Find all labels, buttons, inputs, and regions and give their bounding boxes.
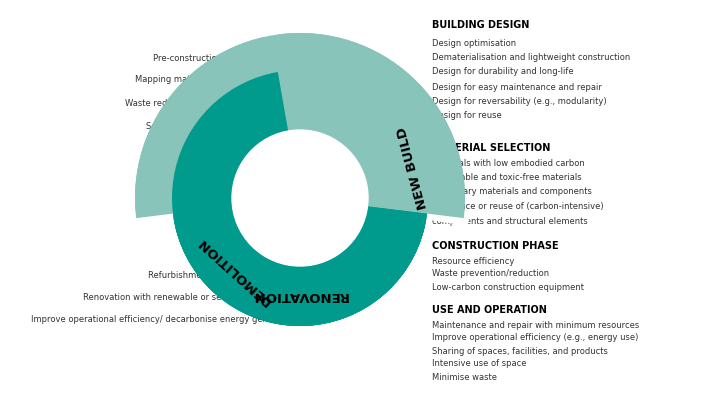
Text: Urban mining (reuse or recycling): Urban mining (reuse or recycling) [156,168,298,177]
Text: Intensive use of space: Intensive use of space [432,359,526,368]
Text: Minimise waste: Minimise waste [432,374,497,383]
Text: Design for easy maintenance and repair: Design for easy maintenance and repair [432,83,602,92]
Wedge shape [135,33,465,218]
Text: Aviodance or reuse of (carbon-intensive): Aviodance or reuse of (carbon-intensive) [432,203,604,212]
Wedge shape [173,206,427,326]
Wedge shape [172,72,427,326]
Text: Waste reduction, prevention, and sorting: Waste reduction, prevention, and sorting [125,98,298,107]
Text: Mapping materials and reuse potential: Mapping materials and reuse potential [135,76,298,85]
Text: Refurbishment of existing buildings: Refurbishment of existing buildings [148,271,298,280]
Text: BUILDING DESIGN: BUILDING DESIGN [432,20,530,30]
Text: Materials with low embodied carbon: Materials with low embodied carbon [432,160,585,168]
Text: DEMOLITION: DEMOLITION [195,234,274,307]
Text: Pre-construction/demolition audits: Pre-construction/demolition audits [153,53,298,63]
Wedge shape [172,72,427,326]
Wedge shape [263,29,300,198]
Text: MATERIAL SELECTION: MATERIAL SELECTION [432,143,550,153]
Text: Improve operational efficiency (e.g., energy use): Improve operational efficiency (e.g., en… [432,333,639,343]
Text: Low-carbon construction equipment: Low-carbon construction equipment [432,282,584,291]
Text: Secondary materials and components: Secondary materials and components [432,188,592,197]
Text: USE AND OPERATION: USE AND OPERATION [432,305,547,315]
Text: Building adaptation: Building adaptation [215,249,298,258]
Text: Waste prevention/reduction: Waste prevention/reduction [432,269,549,278]
Text: Sharing of spaces, facilities, and products: Sharing of spaces, facilities, and produ… [432,346,608,355]
Text: Dematerialisation and lightweight construction: Dematerialisation and lightweight constr… [432,53,630,63]
Text: Resource efficiency: Resource efficiency [432,256,514,265]
Text: components and structural elements: components and structural elements [432,217,587,225]
Text: Transport optimisation: Transport optimisation [204,145,298,155]
Text: RENOVATION: RENOVATION [252,289,348,302]
Circle shape [232,130,368,266]
Text: Renovation with renewable or secondary materials: Renovation with renewable or secondary m… [83,293,298,302]
Text: NEW BUILD: NEW BUILD [395,125,430,210]
Text: Design for reuse: Design for reuse [432,112,502,120]
Text: Design for durability and long-life: Design for durability and long-life [432,68,574,77]
Wedge shape [300,198,469,226]
Wedge shape [135,33,465,218]
Text: Renewable and toxic-free materials: Renewable and toxic-free materials [432,173,582,182]
Text: Design for reversability (e.g., modularity): Design for reversability (e.g., modulari… [432,96,607,105]
Text: Improve operational efficiency/ decarbonise energy generation: Improve operational efficiency/ decarbon… [31,315,298,324]
Text: Design optimisation: Design optimisation [432,39,516,48]
Circle shape [232,130,368,266]
Wedge shape [173,206,427,326]
Text: Selective deconstruction/demolition: Selective deconstruction/demolition [146,122,298,131]
Text: Maintenance and repair with minimum resources: Maintenance and repair with minimum reso… [432,320,639,330]
Wedge shape [130,198,300,226]
Text: CONSTRUCTION PHASE: CONSTRUCTION PHASE [432,241,559,251]
Wedge shape [300,198,469,226]
